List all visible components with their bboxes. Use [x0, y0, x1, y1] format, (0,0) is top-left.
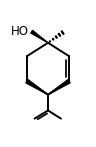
Polygon shape [26, 80, 48, 95]
Polygon shape [58, 33, 61, 36]
Polygon shape [49, 41, 51, 42]
Polygon shape [61, 31, 64, 34]
Polygon shape [31, 30, 48, 43]
Polygon shape [48, 80, 70, 95]
Polygon shape [52, 38, 54, 40]
Polygon shape [55, 36, 57, 38]
Text: HO: HO [11, 25, 29, 38]
